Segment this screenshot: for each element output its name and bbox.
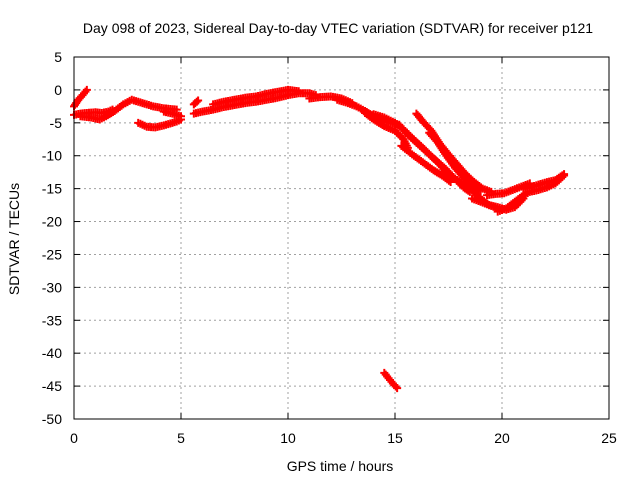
y-tick-label: -35 — [42, 312, 62, 328]
grid-lines — [74, 57, 609, 419]
y-tick-label: -40 — [42, 345, 62, 361]
data-point — [391, 382, 400, 391]
chart-title: Day 098 of 2023, Sidereal Day-to-day VTE… — [83, 20, 593, 36]
y-tick-label: 5 — [54, 49, 62, 65]
series-track-5 — [159, 107, 185, 121]
data-point — [194, 96, 203, 105]
axis-ticks — [73, 56, 610, 420]
y-tick-label: -25 — [42, 246, 62, 262]
y-tick-labels: 5 0 -5 -10 -15 -20 -25 -30 -35 -40 -45 -50 — [42, 49, 62, 427]
x-axis-title: GPS time / hours — [287, 458, 394, 474]
series-track-3 — [76, 95, 181, 124]
data-point — [82, 85, 91, 94]
x-tick-label: 0 — [70, 430, 78, 446]
y-tick-label: -20 — [42, 214, 62, 230]
data-points — [70, 85, 569, 393]
series-track-17 — [483, 179, 534, 200]
data-point — [294, 87, 303, 96]
y-tick-label: 0 — [54, 82, 62, 98]
y-tick-label: -10 — [42, 148, 62, 164]
series-track-12 — [369, 110, 474, 196]
y-tick-label: -15 — [42, 181, 62, 197]
y-tick-label: -5 — [50, 115, 63, 131]
x-tick-label: 15 — [387, 430, 403, 446]
series-track-8 — [209, 85, 303, 109]
x-tick-label: 10 — [280, 430, 296, 446]
y-axis-title: SDTVAR / TECUs — [6, 183, 22, 295]
x-tick-label: 5 — [177, 430, 185, 446]
data-point — [560, 170, 569, 179]
series-track-13 — [397, 141, 455, 187]
y-tick-label: -50 — [42, 411, 62, 427]
plot-frame — [73, 56, 610, 420]
data-point — [192, 97, 201, 106]
series-track-19 — [519, 170, 569, 193]
data-point — [446, 178, 455, 187]
x-tick-label: 20 — [494, 430, 510, 446]
series-track-20 — [380, 368, 402, 393]
y-tick-label: -30 — [42, 279, 62, 295]
data-point — [393, 384, 402, 393]
y-tick-label: -45 — [42, 378, 62, 394]
x-tick-labels: 0 5 10 15 20 25 — [70, 430, 617, 446]
data-point — [177, 112, 185, 121]
x-tick-label: 25 — [601, 430, 617, 446]
data-point — [464, 186, 473, 195]
series-track-6 — [189, 96, 203, 109]
series-track-15 — [425, 128, 485, 195]
data-point — [465, 187, 474, 196]
data-point — [476, 186, 485, 195]
